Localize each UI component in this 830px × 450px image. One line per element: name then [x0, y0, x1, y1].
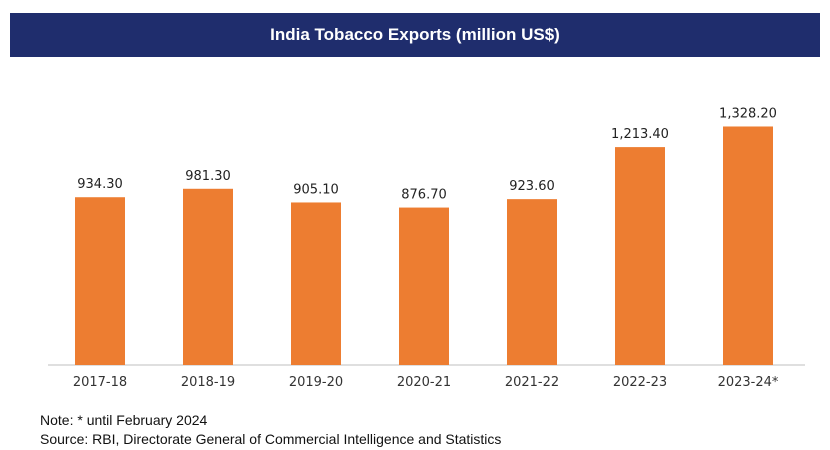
bar-2018-19: [183, 188, 233, 365]
chart-title-banner: India Tobacco Exports (million US$): [10, 13, 820, 57]
note-text: Note: * until February 2024: [40, 412, 208, 428]
x-tick-label-2019-20: 2019-20: [289, 375, 343, 390]
data-label-2020-21: 876.70: [401, 188, 447, 203]
bar-2020-21: [399, 207, 449, 365]
x-tick-label-2023-24*: 2023-24*: [718, 375, 779, 390]
data-label-2018-19: 981.30: [185, 169, 231, 184]
bar-2021-22: [507, 199, 557, 365]
bar-2022-23: [615, 147, 665, 365]
x-tick-label-2018-19: 2018-19: [181, 375, 235, 390]
x-tick-label-2022-23: 2022-23: [613, 375, 667, 390]
x-tick-label-2021-22: 2021-22: [505, 375, 559, 390]
bar-2019-20: [291, 202, 341, 365]
data-label-2021-22: 923.60: [509, 179, 555, 194]
chart-title: India Tobacco Exports (million US$): [270, 25, 560, 44]
data-label-2023-24*: 1,328.20: [719, 106, 777, 121]
data-label-2019-20: 905.10: [293, 182, 339, 197]
footnotes: Note: * until February 2024 Source: RBI,…: [40, 411, 825, 449]
bar-2023-24*: [723, 126, 773, 365]
data-label-2022-23: 1,213.40: [611, 127, 669, 142]
data-label-2017-18: 934.30: [77, 177, 123, 192]
bar-chart: 934.30 2017-18 981.30 2018-19 905.10 2019-20 8…: [48, 106, 805, 390]
x-tick-label-2020-21: 2020-21: [397, 375, 451, 390]
x-tick-label-2017-18: 2017-18: [73, 375, 127, 390]
source-text: Source: RBI, Directorate General of Comm…: [40, 431, 502, 447]
bar-2017-18: [75, 197, 125, 365]
